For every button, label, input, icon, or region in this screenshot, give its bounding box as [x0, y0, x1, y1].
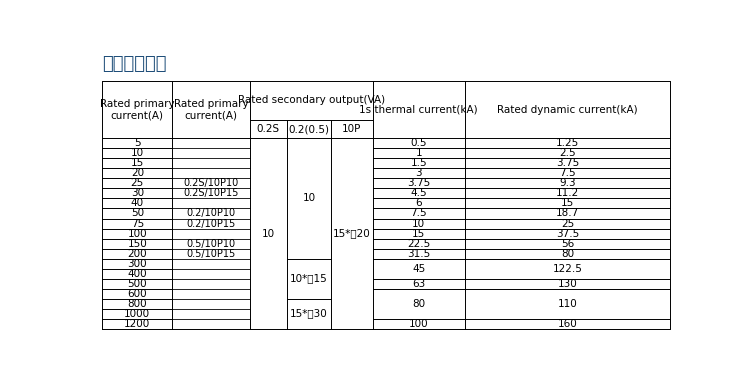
Text: Rated secondary output(VA): Rated secondary output(VA): [238, 95, 385, 105]
Text: 150: 150: [128, 239, 147, 248]
Text: 130: 130: [557, 279, 578, 288]
Text: 75: 75: [130, 218, 144, 229]
Text: 0.5/10P10: 0.5/10P10: [186, 239, 236, 248]
Text: 0.2S/10P15: 0.2S/10P15: [183, 188, 238, 199]
Text: 22.5: 22.5: [407, 239, 430, 248]
Text: 45: 45: [412, 264, 425, 273]
Text: 1000: 1000: [124, 309, 151, 319]
Text: 0.5/10P15: 0.5/10P15: [186, 248, 236, 258]
Text: 1s thermal current(kA): 1s thermal current(kA): [359, 105, 478, 115]
Text: 30: 30: [130, 188, 144, 199]
Text: 0.2S: 0.2S: [256, 124, 280, 134]
Text: 主要技术参数: 主要技术参数: [103, 55, 167, 73]
Text: 20: 20: [130, 168, 144, 178]
Text: 56: 56: [561, 239, 574, 248]
Text: 122.5: 122.5: [553, 264, 583, 273]
Text: 18.7: 18.7: [556, 208, 579, 218]
Text: 9.3: 9.3: [560, 178, 576, 188]
Text: 15*、20: 15*、20: [333, 229, 370, 239]
Text: 7.5: 7.5: [560, 168, 576, 178]
Text: 2.5: 2.5: [560, 148, 576, 159]
Text: 15: 15: [412, 229, 425, 239]
Text: 80: 80: [561, 248, 574, 258]
Text: 15*、30: 15*、30: [290, 309, 328, 319]
Text: 15: 15: [561, 199, 574, 208]
Text: 37.5: 37.5: [556, 229, 579, 239]
Text: 11.2: 11.2: [556, 188, 579, 199]
Text: Rated dynamic current(kA): Rated dynamic current(kA): [497, 105, 638, 115]
Text: 3.75: 3.75: [407, 178, 430, 188]
Text: 10: 10: [302, 193, 316, 203]
Text: 0.2S/10P10: 0.2S/10P10: [183, 178, 238, 188]
Text: 0.2/10P15: 0.2/10P15: [186, 218, 236, 229]
Text: 10P: 10P: [342, 124, 362, 134]
Text: Rated primary
current(A): Rated primary current(A): [100, 99, 175, 120]
Text: 10*、15: 10*、15: [290, 273, 328, 283]
Text: 63: 63: [412, 279, 425, 288]
Text: 10: 10: [412, 218, 425, 229]
Text: 1.25: 1.25: [556, 138, 579, 148]
Text: 25: 25: [130, 178, 144, 188]
Text: 0.5: 0.5: [410, 138, 427, 148]
Text: 7.5: 7.5: [410, 208, 427, 218]
Text: 100: 100: [128, 229, 147, 239]
Text: 50: 50: [130, 208, 144, 218]
Text: 0.2/10P10: 0.2/10P10: [186, 208, 236, 218]
Text: 110: 110: [557, 298, 578, 309]
Text: 31.5: 31.5: [407, 248, 430, 258]
Text: 40: 40: [130, 199, 144, 208]
Text: 5: 5: [134, 138, 141, 148]
Text: 3: 3: [416, 168, 422, 178]
Text: 1: 1: [416, 148, 422, 159]
Text: 10: 10: [262, 229, 275, 239]
Text: 1200: 1200: [124, 319, 151, 328]
Text: 160: 160: [557, 319, 578, 328]
Text: 300: 300: [128, 258, 147, 269]
Text: 400: 400: [128, 269, 147, 279]
Text: 500: 500: [128, 279, 147, 288]
Text: 25: 25: [561, 218, 574, 229]
Text: 600: 600: [128, 288, 147, 298]
Text: 100: 100: [409, 319, 428, 328]
Text: 6: 6: [416, 199, 422, 208]
Text: 80: 80: [412, 298, 425, 309]
Text: 1.5: 1.5: [410, 159, 427, 168]
Text: 0.2(0.5): 0.2(0.5): [289, 124, 329, 134]
Text: Rated primary
current(A): Rated primary current(A): [173, 99, 248, 120]
Text: 800: 800: [128, 298, 147, 309]
Text: 10: 10: [130, 148, 144, 159]
Text: 200: 200: [128, 248, 147, 258]
Text: 3.75: 3.75: [556, 159, 579, 168]
Text: 15: 15: [130, 159, 144, 168]
Text: 4.5: 4.5: [410, 188, 427, 199]
